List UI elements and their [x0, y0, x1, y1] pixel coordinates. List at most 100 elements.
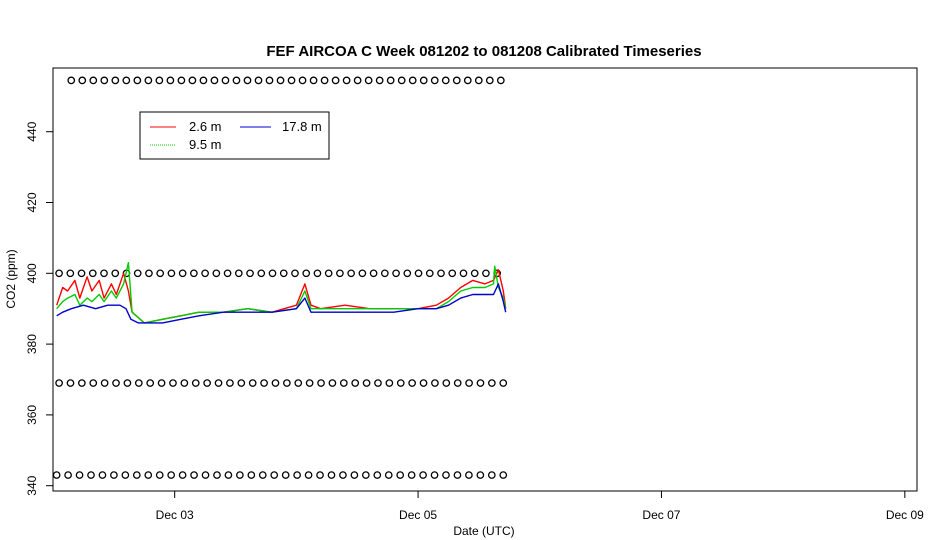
calibration-marker	[78, 379, 86, 387]
calibration-marker	[419, 76, 428, 85]
calibration-marker	[268, 269, 277, 278]
calibration-marker	[67, 76, 76, 85]
calibration-marker	[55, 269, 63, 278]
calibration-marker	[144, 76, 153, 85]
series-line-2	[56, 283, 507, 324]
calibration-marker	[364, 76, 373, 85]
calibration-marker	[112, 379, 120, 387]
calibration-marker	[98, 471, 107, 479]
legend-box	[139, 111, 330, 160]
calibration-marker	[279, 269, 288, 278]
legend-label-9-5m: 9.5 m	[189, 137, 222, 152]
calibration-marker	[313, 269, 322, 278]
calibration-marker	[111, 76, 120, 85]
calibration-marker	[342, 76, 351, 85]
calibration-marker	[309, 76, 318, 85]
calibration-marker	[437, 269, 445, 278]
calibration-marker	[336, 269, 344, 278]
calibration-marker	[166, 76, 175, 85]
calibration-marker	[499, 471, 508, 479]
calibration-marker	[452, 76, 461, 85]
calibration-marker	[304, 471, 313, 479]
calibration-marker	[265, 76, 274, 85]
calibration-marker	[122, 76, 131, 85]
calibration-marker	[397, 76, 406, 85]
calibration-marker	[156, 269, 165, 278]
x-tick-label: Dec 03	[156, 508, 194, 522]
calibration-marker	[214, 379, 223, 387]
calibration-marker	[146, 379, 155, 387]
calibration-marker	[350, 471, 359, 479]
calibration-marker	[110, 471, 118, 479]
calibration-marker	[157, 379, 166, 387]
calibration-marker	[431, 379, 439, 387]
calibration-marker	[276, 76, 285, 85]
calibration-marker	[465, 379, 473, 387]
calibration-marker	[442, 471, 450, 479]
legend: 2.6 m 9.5 m 17.8 m	[139, 111, 330, 160]
calibration-marker	[89, 76, 98, 85]
calibration-marker	[155, 76, 164, 85]
calibration-marker	[66, 379, 75, 387]
calibration-marker	[236, 471, 244, 479]
calibration-marker	[448, 269, 457, 278]
calibration-marker	[474, 76, 483, 85]
calibration-marker	[100, 379, 109, 387]
calibration-marker	[384, 471, 393, 479]
calibration-marker	[213, 471, 221, 479]
calibration-marker	[351, 379, 360, 387]
calibration-marker	[294, 379, 303, 387]
calibration-marker	[392, 269, 400, 278]
x-tick-label: Dec 09	[886, 508, 924, 522]
calibration-marker	[223, 269, 232, 278]
calibration-marker	[123, 379, 132, 387]
calibration-marker	[237, 379, 246, 387]
calibration-marker	[470, 269, 479, 278]
calibration-marker	[442, 379, 451, 387]
calibration-marker	[487, 471, 496, 479]
calibration-marker	[453, 471, 462, 479]
x-tick-label: Dec 05	[399, 508, 437, 522]
calibration-marker	[64, 471, 72, 479]
calibration-marker	[302, 269, 311, 278]
x-axis-label: Date (UTC)	[453, 524, 514, 538]
calibration-marker	[258, 471, 267, 479]
calibration-marker	[232, 76, 241, 85]
calibration-marker	[201, 471, 210, 479]
calibration-marker	[419, 471, 427, 479]
calibration-marker	[167, 471, 176, 479]
calibration-marker	[270, 471, 279, 479]
calibration-marker	[201, 269, 209, 278]
calibration-marker	[75, 471, 84, 479]
calibration-marker	[425, 269, 434, 278]
calibration-marker	[419, 379, 428, 387]
calibration-marker	[178, 269, 187, 278]
calibration-marker	[358, 269, 367, 278]
calibration-marker	[408, 76, 417, 85]
calibration-marker	[257, 269, 266, 278]
y-axis: 340 360 380 400 420 440	[25, 121, 54, 496]
calibration-marker	[430, 76, 439, 85]
calibration-marker	[191, 379, 200, 387]
calibration-marker	[246, 269, 254, 278]
x-axis: Dec 03 Dec 05 Dec 07 Dec 09	[156, 490, 924, 522]
calibration-marker	[88, 269, 97, 278]
legend-label-17-8m: 17.8 m	[282, 119, 322, 134]
calibration-marker	[190, 471, 198, 479]
calibration-marker	[317, 379, 325, 387]
calibration-marker	[243, 76, 252, 85]
calibration-marker	[407, 471, 416, 479]
calibration-marker	[327, 471, 336, 479]
calibration-marker	[362, 379, 371, 387]
calibration-marker	[386, 76, 395, 85]
calibration-marker	[177, 76, 186, 85]
calibration-marker	[190, 269, 198, 278]
calibration-marker	[77, 269, 86, 278]
y-tick-label: 440	[25, 121, 39, 141]
calibration-marker	[396, 379, 405, 387]
calibration-marker	[224, 471, 233, 479]
y-tick-label: 360	[25, 405, 39, 425]
calibration-marker	[111, 269, 120, 278]
calibration-marker	[298, 76, 307, 85]
